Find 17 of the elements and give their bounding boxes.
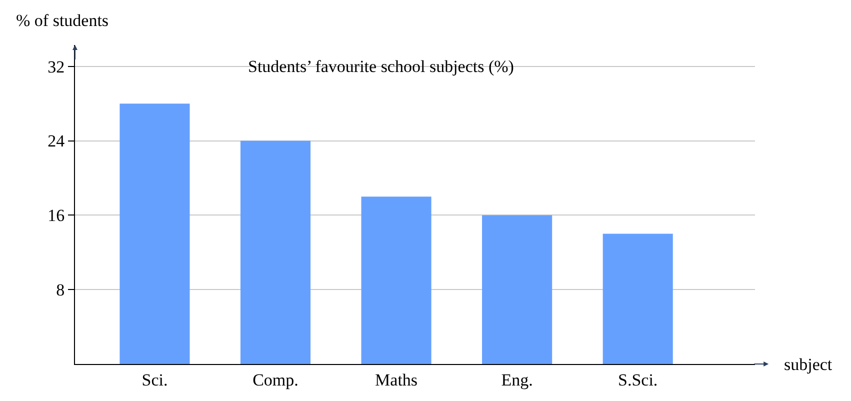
- bar: [482, 215, 552, 364]
- x-tick-label: Eng.: [501, 370, 533, 390]
- y-axis-title: % of students: [16, 11, 109, 30]
- x-tick-label: Maths: [375, 370, 418, 390]
- bar: [361, 196, 432, 364]
- x-axis-title: subject: [784, 355, 832, 374]
- y-tick-label: 8: [56, 280, 65, 300]
- x-tick-label: Comp.: [252, 370, 298, 390]
- bar: [602, 234, 673, 364]
- y-tick-label: 32: [48, 57, 65, 76]
- text: Students’ favourite school subjects (%): [248, 57, 514, 76]
- x-tick-label: S.Sci.: [618, 370, 658, 390]
- y-tick-label: 16: [48, 206, 65, 226]
- x-tick-label: Sci.: [142, 370, 168, 390]
- bar: [120, 104, 190, 364]
- bar: [240, 140, 311, 364]
- y-tick-label: 24: [48, 132, 66, 151]
